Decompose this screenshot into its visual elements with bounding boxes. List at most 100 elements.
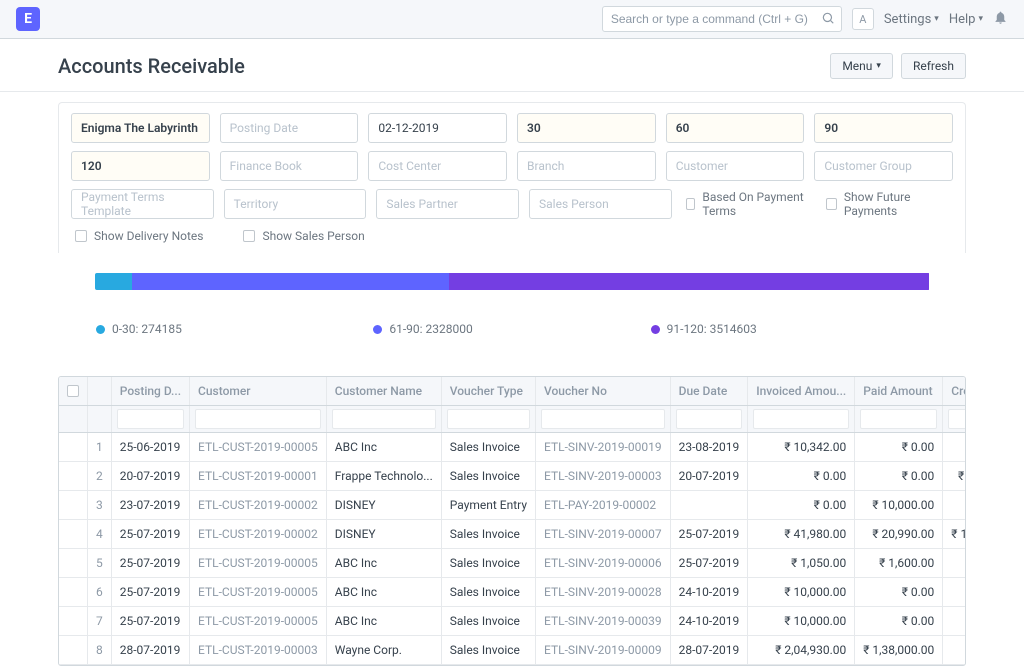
chart-segment xyxy=(95,273,133,290)
user-avatar[interactable]: A xyxy=(852,8,874,30)
filter-panel: Enigma The Labyrinth Posting Date 02-12-… xyxy=(58,102,966,253)
customer-group-filter[interactable]: Customer Group xyxy=(814,151,953,181)
chevron-down-icon: ▾ xyxy=(876,61,881,71)
col-credit[interactable]: Credit Note xyxy=(943,377,966,406)
cell-voucher-no[interactable]: ETL-SINV-2019-00019 xyxy=(536,433,671,462)
cell-due-date: 24-10-2019 xyxy=(670,607,748,636)
territory-filter[interactable]: Territory xyxy=(224,189,367,219)
help-menu[interactable]: Help▾ xyxy=(949,12,983,27)
payment-terms-filter[interactable]: Payment Terms Template xyxy=(71,189,214,219)
cell-voucher-no[interactable]: ETL-SINV-2019-00009 xyxy=(536,636,671,665)
global-search xyxy=(602,6,842,32)
cell-invoiced: ₹ 0.00 xyxy=(748,491,855,520)
chart-legend: 0-30: 27418561-90: 232800091-120: 351460… xyxy=(58,322,966,336)
finance-book-filter[interactable]: Finance Book xyxy=(220,151,359,181)
row-checkbox[interactable] xyxy=(59,578,88,607)
row-checkbox[interactable] xyxy=(59,433,88,462)
settings-menu[interactable]: Settings▾ xyxy=(884,12,939,27)
cell-voucher-type: Sales Invoice xyxy=(441,607,535,636)
posting-date-label[interactable]: Posting Date xyxy=(220,113,359,143)
cell-customer[interactable]: ETL-CUST-2019-00005 xyxy=(190,607,327,636)
col-filter-paid[interactable] xyxy=(860,409,937,429)
cell-customer[interactable]: ETL-CUST-2019-00005 xyxy=(190,549,327,578)
row-index: 2 xyxy=(88,462,112,491)
col-filter-due[interactable] xyxy=(676,409,743,429)
cell-voucher-no[interactable]: ETL-SINV-2019-00003 xyxy=(536,462,671,491)
table-filter-row xyxy=(59,406,966,433)
range1-filter[interactable]: 30 xyxy=(517,113,656,143)
cell-voucher-no[interactable]: ETL-PAY-2019-00002 xyxy=(536,491,671,520)
cell-customer[interactable]: ETL-CUST-2019-00002 xyxy=(190,520,327,549)
show-sales-person-check[interactable]: Show Sales Person xyxy=(243,229,364,243)
based-on-payment-terms-check[interactable]: Based On Payment Terms xyxy=(682,189,813,219)
col-invoiced[interactable]: Invoiced Amou... xyxy=(748,377,855,406)
menu-button[interactable]: Menu ▾ xyxy=(830,53,893,79)
cell-due-date: 28-07-2019 xyxy=(670,636,748,665)
table-row[interactable]: 828-07-2019ETL-CUST-2019-00003Wayne Corp… xyxy=(59,636,966,665)
col-filter-customer[interactable] xyxy=(195,409,321,429)
range2-filter[interactable]: 60 xyxy=(666,113,805,143)
col-due-date[interactable]: Due Date xyxy=(670,377,748,406)
table-row[interactable]: 220-07-2019ETL-CUST-2019-00001Frappe Tec… xyxy=(59,462,966,491)
table-row[interactable]: 625-07-2019ETL-CUST-2019-00005ABC IncSal… xyxy=(59,578,966,607)
row-checkbox[interactable] xyxy=(59,607,88,636)
show-delivery-notes-check[interactable]: Show Delivery Notes xyxy=(75,229,203,243)
row-index: 4 xyxy=(88,520,112,549)
col-posting-date[interactable]: Posting D... xyxy=(111,377,189,406)
app-logo[interactable]: E xyxy=(16,7,40,31)
posting-date-filter[interactable]: 02-12-2019 xyxy=(368,113,507,143)
customer-filter[interactable]: Customer xyxy=(666,151,805,181)
search-icon[interactable] xyxy=(821,11,835,29)
col-filter-credit[interactable] xyxy=(948,409,966,429)
cell-invoiced: ₹ 2,04,930.00 xyxy=(748,636,855,665)
sales-person-filter[interactable]: Sales Person xyxy=(529,189,672,219)
cell-customer[interactable]: ETL-CUST-2019-00005 xyxy=(190,433,327,462)
row-checkbox[interactable] xyxy=(59,520,88,549)
menu-button-label: Menu xyxy=(842,59,872,73)
cell-voucher-no[interactable]: ETL-SINV-2019-00039 xyxy=(536,607,671,636)
col-voucher-type[interactable]: Voucher Type xyxy=(441,377,535,406)
col-customer[interactable]: Customer xyxy=(190,377,327,406)
cell-voucher-no[interactable]: ETL-SINV-2019-00007 xyxy=(536,520,671,549)
range3-filter[interactable]: 90 xyxy=(814,113,953,143)
cell-due-date: 24-10-2019 xyxy=(670,578,748,607)
table-row[interactable]: 425-07-2019ETL-CUST-2019-00002DISNEYSale… xyxy=(59,520,966,549)
table-row[interactable]: 323-07-2019ETL-CUST-2019-00002DISNEYPaym… xyxy=(59,491,966,520)
notifications-icon[interactable] xyxy=(993,10,1008,29)
row-checkbox[interactable] xyxy=(59,462,88,491)
cell-customer[interactable]: ETL-CUST-2019-00005 xyxy=(190,578,327,607)
col-filter-vtype[interactable] xyxy=(447,409,530,429)
table-row[interactable]: 725-07-2019ETL-CUST-2019-00005ABC IncSal… xyxy=(59,607,966,636)
cell-customer[interactable]: ETL-CUST-2019-00002 xyxy=(190,491,327,520)
table-row[interactable]: 125-06-2019ETL-CUST-2019-00005ABC IncSal… xyxy=(59,433,966,462)
col-filter-vno[interactable] xyxy=(541,409,665,429)
header-checkbox[interactable] xyxy=(59,377,88,406)
row-checkbox[interactable] xyxy=(59,491,88,520)
range4-filter[interactable]: 120 xyxy=(71,151,210,181)
cell-posting-date: 20-07-2019 xyxy=(111,462,189,491)
col-voucher-no[interactable]: Voucher No xyxy=(536,377,671,406)
cell-voucher-no[interactable]: ETL-SINV-2019-00006 xyxy=(536,549,671,578)
cell-customer[interactable]: ETL-CUST-2019-00003 xyxy=(190,636,327,665)
cell-customer[interactable]: ETL-CUST-2019-00001 xyxy=(190,462,327,491)
cell-invoiced: ₹ 0.00 xyxy=(748,462,855,491)
show-future-payments-check[interactable]: Show Future Payments xyxy=(822,189,953,219)
sales-partner-filter[interactable]: Sales Partner xyxy=(376,189,519,219)
search-input[interactable] xyxy=(602,6,842,32)
col-customer-name[interactable]: Customer Name xyxy=(326,377,441,406)
col-filter-cname[interactable] xyxy=(332,409,436,429)
cell-paid: ₹ 0.00 xyxy=(855,578,943,607)
cell-voucher-type: Sales Invoice xyxy=(441,636,535,665)
col-filter-posting[interactable] xyxy=(117,409,184,429)
refresh-button[interactable]: Refresh xyxy=(901,53,966,79)
cell-voucher-no[interactable]: ETL-SINV-2019-00028 xyxy=(536,578,671,607)
col-filter-inv[interactable] xyxy=(753,409,849,429)
col-index xyxy=(88,377,112,406)
branch-filter[interactable]: Branch xyxy=(517,151,656,181)
row-checkbox[interactable] xyxy=(59,636,88,665)
row-checkbox[interactable] xyxy=(59,549,88,578)
company-filter[interactable]: Enigma The Labyrinth xyxy=(71,113,210,143)
col-paid[interactable]: Paid Amount xyxy=(855,377,943,406)
cost-center-filter[interactable]: Cost Center xyxy=(368,151,507,181)
table-row[interactable]: 525-07-2019ETL-CUST-2019-00005ABC IncSal… xyxy=(59,549,966,578)
